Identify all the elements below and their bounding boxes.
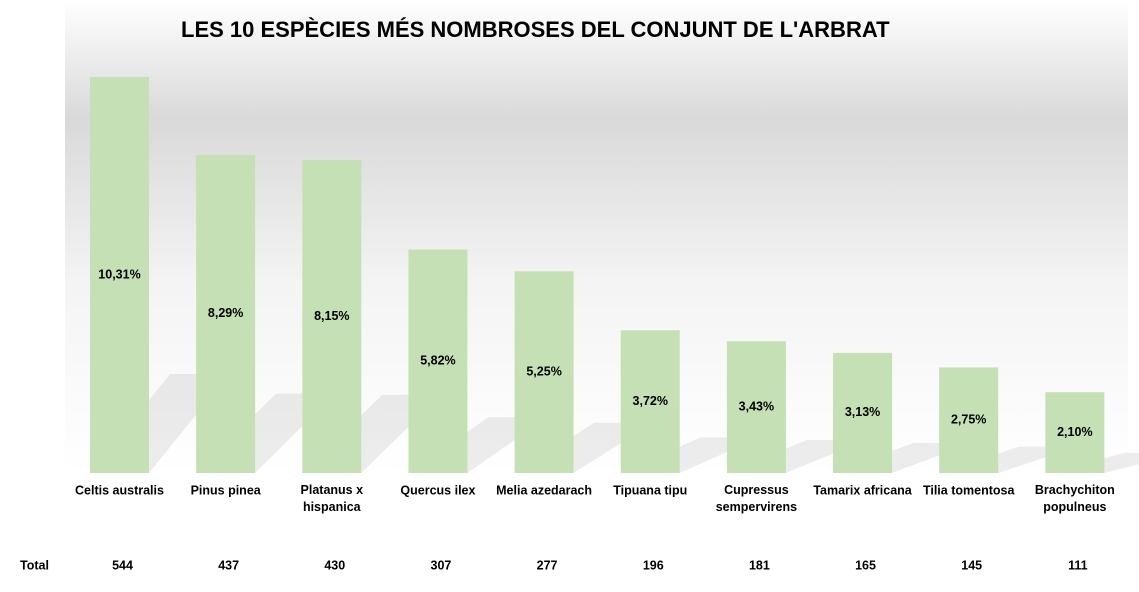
label-line: populneus	[1043, 500, 1106, 514]
bar	[408, 249, 468, 473]
bar	[90, 77, 149, 473]
data-label: 3,13%	[845, 405, 880, 419]
bar	[833, 352, 893, 473]
table-value: 437	[218, 558, 239, 572]
table-value: 277	[537, 558, 558, 572]
table-value: 544	[112, 558, 133, 572]
data-label: 5,82%	[420, 354, 455, 368]
data-label: 8,15%	[314, 309, 349, 323]
data-label: 3,43%	[739, 399, 774, 413]
bar	[1045, 392, 1105, 473]
table-value: 196	[643, 558, 664, 572]
x-tick-label: Tamarix africana	[813, 483, 912, 497]
x-tick-label: Celtis australis	[75, 483, 164, 497]
bar	[726, 341, 786, 473]
table-value: 165	[855, 558, 876, 572]
table-value: 145	[961, 558, 982, 572]
label-line: Platanus x	[301, 483, 364, 497]
data-label: 8,29%	[208, 306, 243, 320]
table-value: 181	[749, 558, 770, 572]
table-row-label: Total	[20, 558, 49, 572]
bar	[939, 367, 999, 473]
table-value: 307	[431, 558, 452, 572]
x-tick-label: Tipuana tipu	[613, 483, 687, 497]
data-label: 10,31%	[98, 267, 140, 281]
x-tick-label: Melia azedarach	[496, 483, 592, 497]
data-label: 2,10%	[1057, 425, 1092, 439]
x-tick-label: Quercus ilex	[400, 483, 475, 497]
label-line: Brachychiton	[1035, 483, 1115, 497]
table-value: 430	[324, 558, 345, 572]
bar	[514, 271, 574, 473]
data-label: 3,72%	[633, 394, 668, 408]
data-label: 2,75%	[951, 413, 986, 427]
bar	[302, 159, 362, 473]
label-line: Cupressus	[724, 483, 789, 497]
label-line: sempervirens	[716, 500, 797, 514]
x-tick-label: Cupressus sempervirens	[716, 483, 797, 514]
x-tick-label: Pinus pinea	[191, 483, 262, 497]
chart-title: LES 10 ESPÈCIES MÉS NOMBROSES DEL CONJUN…	[181, 17, 890, 42]
label-line: hispanica	[303, 500, 362, 514]
data-label: 5,25%	[526, 364, 561, 378]
table-value: 111	[1068, 558, 1088, 572]
bar	[196, 154, 256, 473]
x-tick-label: Tilia tomentosa	[923, 483, 1016, 497]
x-tick-label: Platanus x hispanica	[301, 483, 364, 514]
bar	[620, 330, 680, 473]
x-tick-label: Brachychiton populneus	[1035, 483, 1115, 514]
